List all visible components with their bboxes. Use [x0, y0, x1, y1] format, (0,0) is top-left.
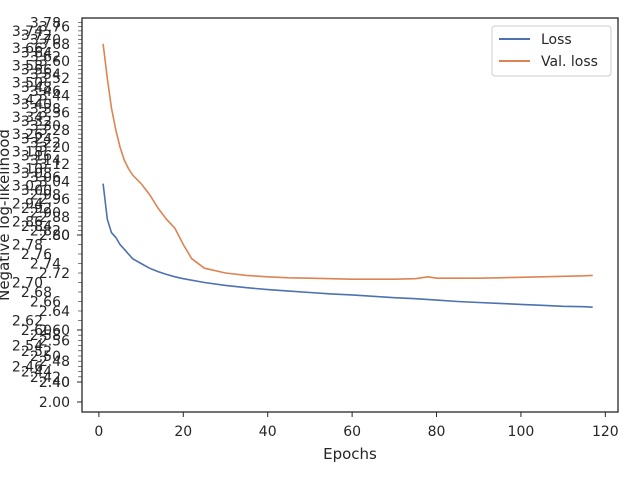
y-overlap-tick-label: 3.42 — [12, 93, 43, 109]
y-overlap-tick-label: 2.98 — [30, 188, 61, 204]
y-overlap-tick-label: 3.26 — [12, 127, 43, 143]
y-overlap-tick-label: 3.64 — [21, 45, 52, 61]
y-overlap-tick-label: 2.74 — [30, 257, 61, 273]
y-overlap-tick-label: 3.10 — [12, 162, 43, 178]
x-axis-ticks: 0 20 40 60 80 100 120 — [94, 412, 619, 440]
legend-label-val-loss: Val. loss — [541, 54, 598, 70]
y-overlap-tick-label: 2.54 — [12, 339, 43, 355]
y-tick-label: 2.60 — [39, 323, 70, 339]
y-overlap-tick-label: 2.88 — [39, 210, 70, 226]
y-overlap-tick-label: 2.56 — [39, 333, 70, 349]
x-tick-label: 60 — [343, 424, 361, 440]
y-overlap-tick-label: 2.70 — [12, 276, 43, 292]
y-overlap-tick-label: 3.18 — [12, 144, 43, 160]
y-overlap-tick-label: 3.44 — [39, 88, 70, 104]
y-overlap-tick-label: 3.16 — [21, 149, 52, 165]
y-tick-label: 2.40 — [39, 375, 70, 391]
x-tick-label: 20 — [174, 424, 192, 440]
y-overlap-tick-label: 2.96 — [39, 192, 70, 208]
y-overlap-tick-label: 3.24 — [21, 131, 52, 147]
y-overlap-tick-label: 2.52 — [21, 344, 52, 360]
y-overlap-tick-label: 2.72 — [39, 266, 70, 282]
y-overlap-tick-label: 3.28 — [39, 123, 70, 139]
x-tick-label: 0 — [94, 424, 103, 440]
y-overlap-tick-label: 3.52 — [39, 71, 70, 87]
y-overlap-tick-label: 2.60 — [21, 323, 52, 339]
y-overlap-tick-label: 2.44 — [21, 365, 52, 381]
y-overlap-tick-label: 3.30 — [30, 119, 61, 135]
y-overlap-tick-label: 3.02 — [12, 179, 43, 195]
y-overlap-tick-label: 3.60 — [39, 54, 70, 70]
plot-area — [102, 43, 593, 308]
y-overlap-tick-label: 3.68 — [39, 37, 70, 53]
y-overlap-tick-label: 3.56 — [21, 63, 52, 79]
y-overlap-tick-label: 3.14 — [30, 153, 61, 169]
y-overlap-tick-label: 3.04 — [39, 174, 70, 190]
y-overlap-tick-label: 3.38 — [30, 101, 61, 117]
y-overlap-tick-label: 2.48 — [39, 354, 70, 370]
y-overlap-tick-label: 2.46 — [12, 359, 43, 375]
y-overlap-tick-label: 2.42 — [30, 370, 61, 386]
y-overlap-tick-label: 3.00 — [21, 183, 52, 199]
y-overlap-tick-label: 2.80 — [39, 228, 70, 244]
y-overlap-tick-label: 3.50 — [12, 76, 43, 92]
y-overlap-tick-label: 2.90 — [30, 206, 61, 222]
series-line-val-loss — [102, 43, 593, 281]
y-overlap-tick-label: 3.66 — [12, 41, 43, 57]
y-overlap-tick-label: 3.40 — [21, 97, 52, 113]
plot-frame — [81, 17, 619, 413]
legend: Loss Val. loss — [491, 25, 612, 77]
y-overlap-tick-label: 2.66 — [30, 295, 61, 311]
y-overlap-tick-label: 3.36 — [39, 106, 70, 122]
y-overlap-tick-label: 3.78 — [30, 15, 61, 31]
y-overlap-tick-label: 3.58 — [12, 58, 43, 74]
y-overlap-tick-label: 2.84 — [21, 219, 52, 235]
y-overlap-tick-label: 2.82 — [30, 224, 61, 240]
y-overlap-tick-label: 2.40 — [39, 375, 70, 391]
y-overlap-tick-label: 2.50 — [30, 349, 61, 365]
y-overlap-tick-label: 3.74 — [12, 24, 43, 40]
y-overlap-tick-label: 2.62 — [12, 314, 43, 330]
y-tick-label: 2.80 — [39, 228, 70, 244]
x-tick-label: 40 — [259, 424, 277, 440]
x-tick-label: 80 — [428, 424, 446, 440]
y-tick-label: 2.00 — [39, 395, 70, 411]
y-overlap-tick-label: 3.12 — [39, 157, 70, 173]
y-overlap-tick-label: 3.20 — [39, 140, 70, 156]
x-tick-label: 120 — [592, 424, 619, 440]
y-overlap-tick-label: 2.58 — [30, 328, 61, 344]
y-overlap-tick-label: 2.92 — [21, 201, 52, 217]
y-overlap-tick-label: 2.86 — [12, 215, 43, 231]
y-overlap-tick-label: 3.22 — [30, 136, 61, 152]
x-axis-label: Epochs — [323, 445, 377, 463]
y-overlap-tick-label: 3.46 — [30, 84, 61, 100]
y-overlap-tick-label: 3.48 — [21, 80, 52, 96]
x-tick-label: 100 — [508, 424, 535, 440]
y-overlap-tick-label: 3.32 — [21, 114, 52, 130]
series-line-loss — [102, 183, 593, 308]
y-overlap-tick-label: 3.54 — [30, 67, 61, 83]
legend-label-loss: Loss — [541, 32, 572, 48]
y-overlap-tick-label: 2.68 — [21, 285, 52, 301]
y-overlap-tick-label: 3.08 — [21, 166, 52, 182]
y-overlap-tick-label: 3.72 — [21, 28, 52, 44]
y-overlap-tick-label: 2.78 — [12, 238, 43, 254]
y-overlap-tick-label: 2.76 — [21, 247, 52, 263]
y-axis-label: Negative log-likelihood — [0, 129, 13, 301]
y-overlap-tick-label: 3.06 — [30, 170, 61, 186]
y-overlap-tick-label: 3.34 — [12, 110, 43, 126]
y-overlap-tick-label: 2.94 — [12, 197, 43, 213]
y-overlap-tick-label: 3.76 — [39, 20, 70, 36]
y-overlap-tick-label: 2.64 — [39, 304, 70, 320]
y-overlap-tick-label: 3.62 — [30, 50, 61, 66]
y-axis-ticks: 2.00 2.40 2.60 2.80 — [39, 228, 82, 411]
y-overlap-tick-label: 3.70 — [30, 33, 61, 49]
y-axis-overlapping-tick-labels: 2.402.422.442.462.482.502.522.542.562.58… — [12, 15, 82, 391]
